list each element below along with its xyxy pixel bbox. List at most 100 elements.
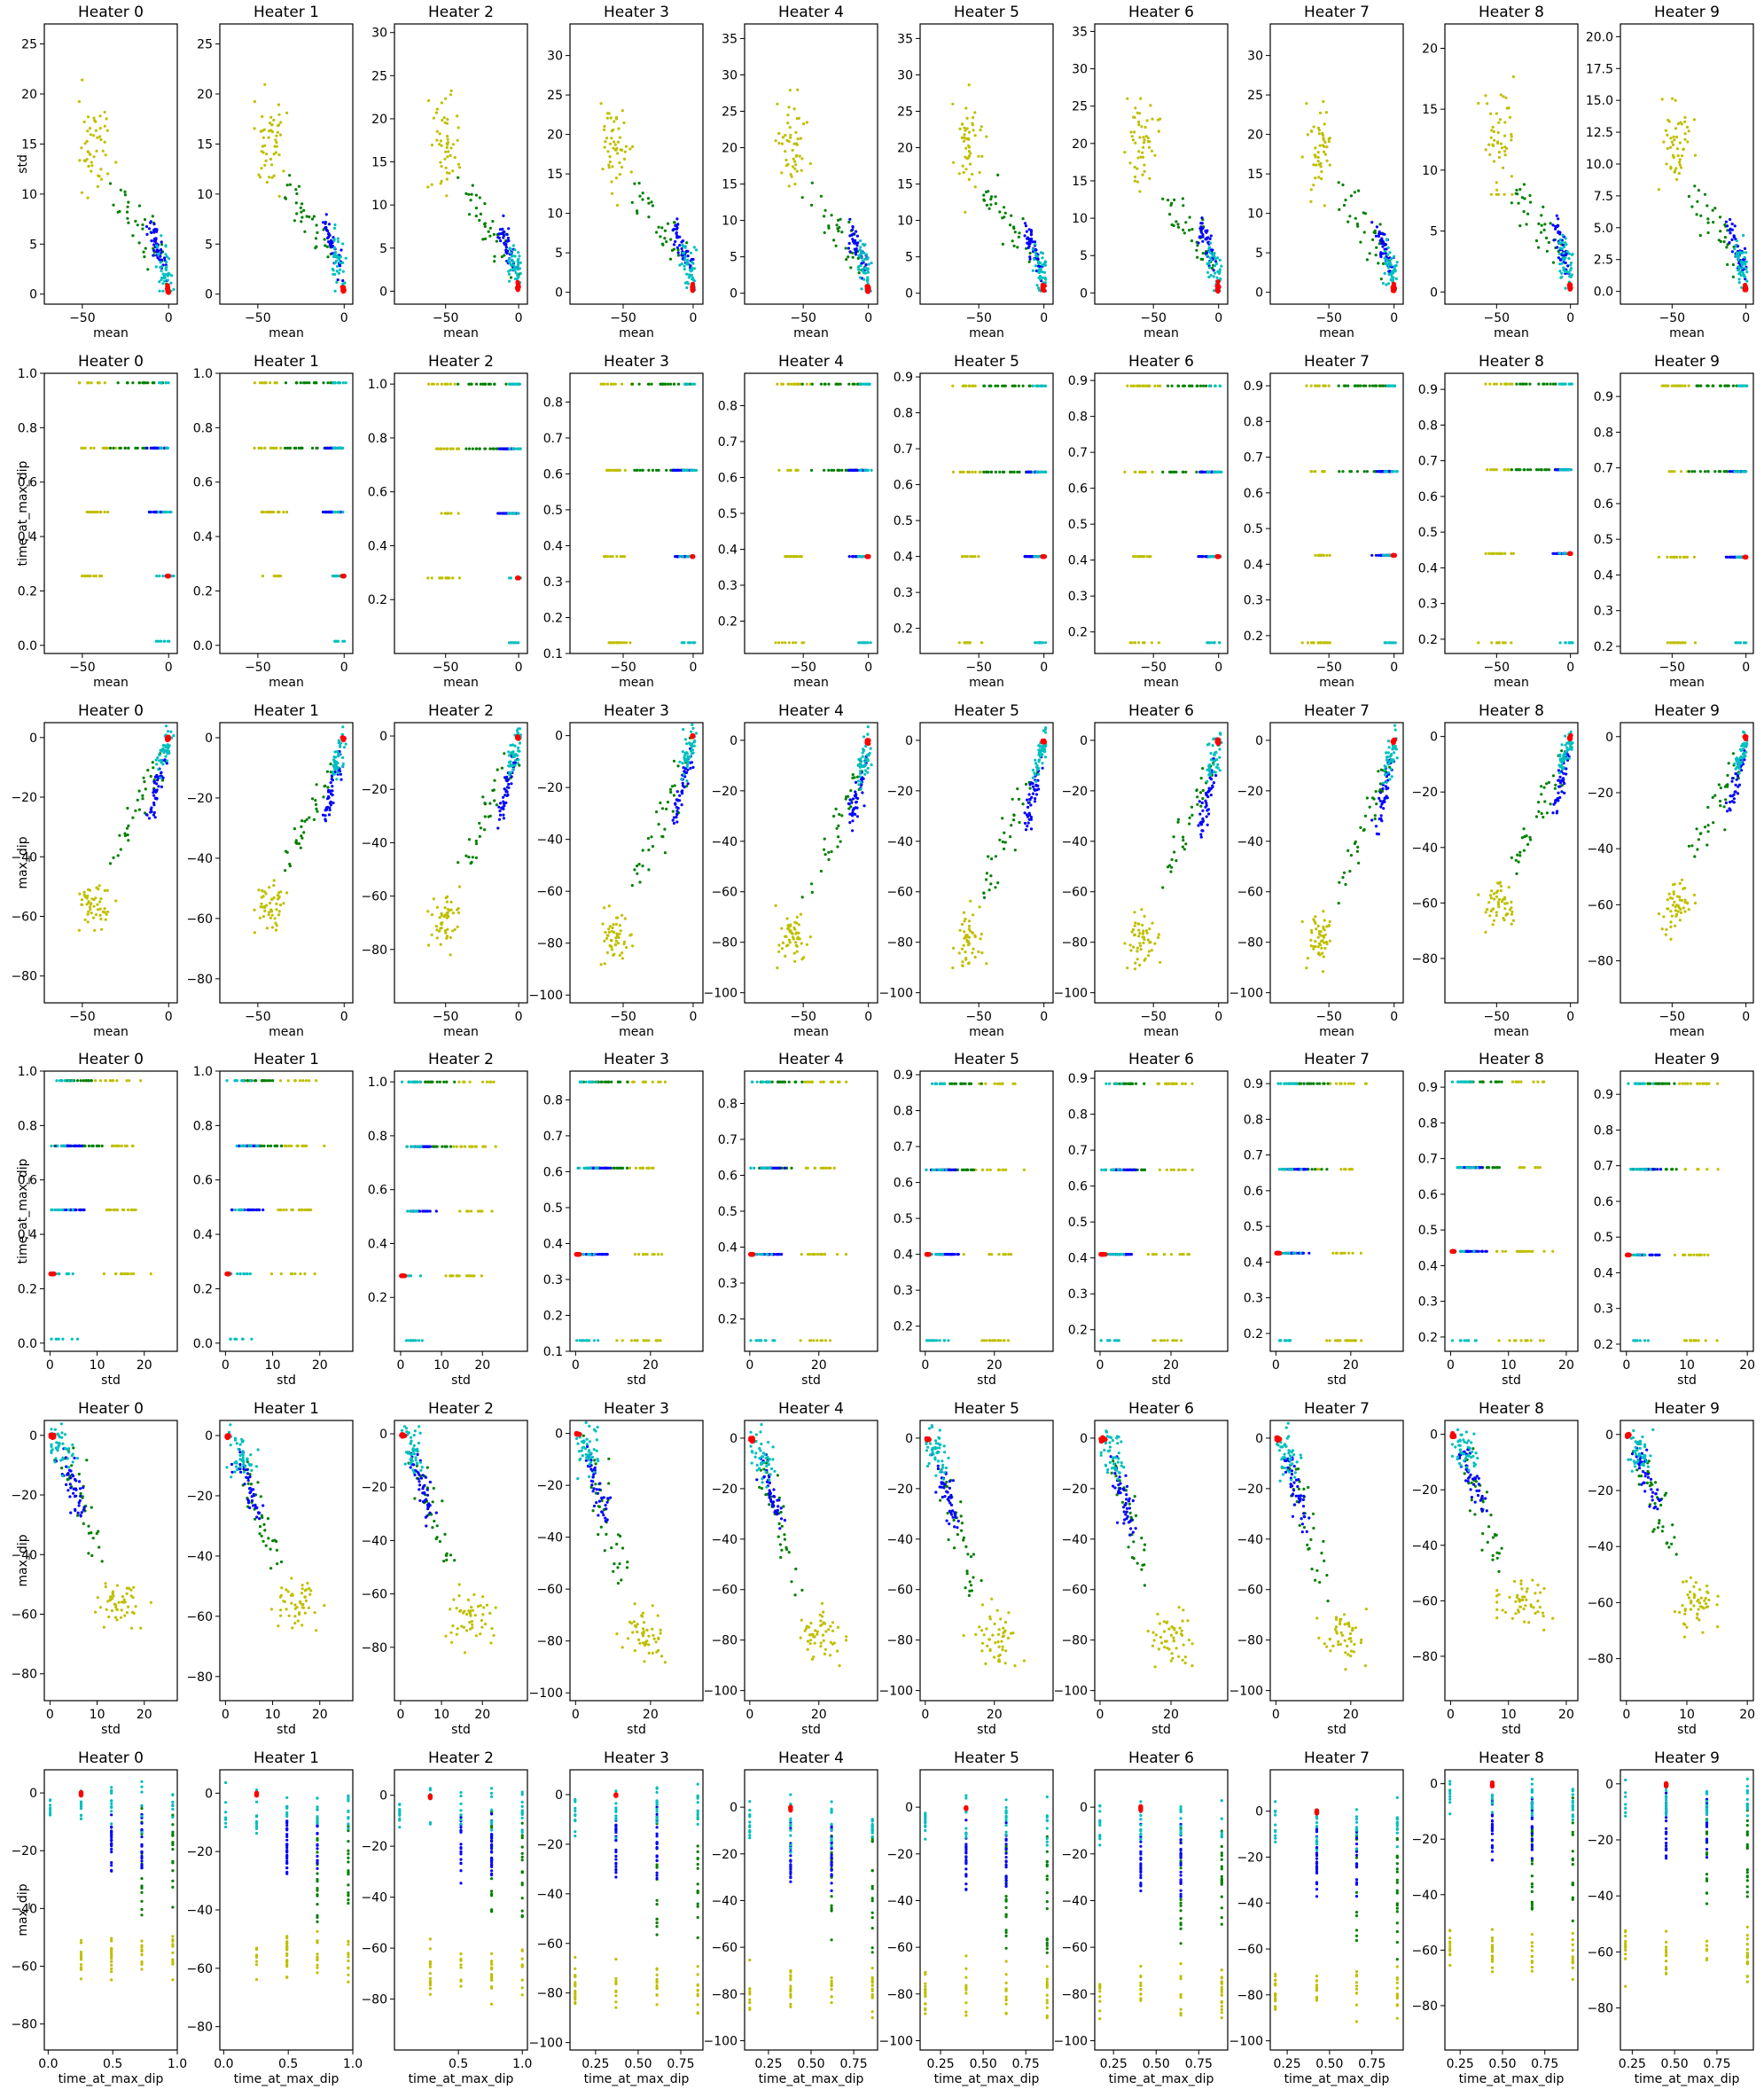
point-yellow <box>446 135 449 138</box>
point-yellow <box>1305 102 1308 106</box>
point-green <box>1690 205 1694 208</box>
point-yellow <box>449 382 452 386</box>
y-tick-label: 15 <box>1072 175 1088 189</box>
point-yellow <box>438 929 441 933</box>
point-yellow <box>441 921 444 925</box>
axes-frame <box>1094 372 1229 654</box>
point-yellow <box>275 924 278 927</box>
point-green <box>1549 382 1552 386</box>
point-yellow <box>1327 140 1331 144</box>
point-green <box>1528 382 1532 386</box>
point-yellow <box>1668 641 1673 645</box>
point-yellow <box>99 168 103 171</box>
point-yellow <box>607 930 611 934</box>
point-yellow <box>103 510 106 514</box>
point-cyan <box>1387 553 1391 557</box>
point-cyan <box>1567 256 1571 261</box>
panel-title: Heater 7 <box>1304 4 1370 21</box>
point-yellow <box>794 142 799 145</box>
point-cyan <box>1206 270 1210 274</box>
point-cyan <box>1740 286 1744 289</box>
point-green <box>1722 240 1726 244</box>
point-cyan <box>1386 263 1390 267</box>
point-yellow <box>427 943 431 947</box>
point-green <box>1542 228 1546 231</box>
point-blue <box>147 227 151 231</box>
point-green <box>492 447 496 450</box>
point-yellow <box>269 908 273 912</box>
y-tick-label: 30 <box>1247 50 1263 64</box>
point-green <box>1687 194 1690 199</box>
point-green <box>647 382 651 386</box>
point-green <box>314 802 318 807</box>
point-yellow <box>1136 180 1139 184</box>
point-green <box>810 181 814 184</box>
point-yellow <box>784 133 787 137</box>
x-tick-label: −50 <box>1659 311 1686 325</box>
point-blue <box>675 555 679 559</box>
point-cyan <box>509 269 512 272</box>
y-tick-label: 0.3 <box>543 575 563 590</box>
point-blue <box>681 239 685 243</box>
axes-frame <box>1444 23 1579 305</box>
point-cyan <box>1735 641 1738 645</box>
point-yellow <box>1683 132 1687 136</box>
point-green <box>1523 197 1526 200</box>
point-yellow <box>965 127 969 130</box>
y-tick-label: 0 <box>379 730 387 744</box>
point-yellow <box>1499 382 1503 386</box>
y-tick-label: −20 <box>361 783 387 797</box>
point-cyan <box>517 758 520 762</box>
point-green <box>125 826 129 830</box>
x-axis-label: mean <box>443 676 479 690</box>
point-cyan <box>154 265 158 269</box>
point-blue <box>498 447 503 450</box>
point-yellow <box>1675 555 1679 559</box>
point-cyan <box>1741 470 1744 473</box>
point-green <box>144 381 147 385</box>
point-blue <box>163 759 167 763</box>
point-cyan <box>686 258 690 262</box>
point-blue <box>674 239 677 244</box>
point-cyan <box>511 268 515 271</box>
point-yellow <box>607 166 611 169</box>
point-blue <box>498 810 502 813</box>
point-cyan <box>860 287 863 291</box>
point-green <box>478 834 481 839</box>
x-axis-label: mean <box>93 1025 129 1039</box>
point-yellow <box>82 159 86 162</box>
point-cyan <box>511 261 516 264</box>
point-green <box>112 446 115 450</box>
point-yellow <box>1133 641 1136 645</box>
point-cyan <box>1558 270 1562 273</box>
point-yellow <box>78 892 82 896</box>
point-yellow <box>621 109 624 113</box>
point-cyan <box>333 755 337 759</box>
point-blue <box>675 820 679 824</box>
point-blue <box>1198 555 1201 559</box>
point-yellow <box>1327 641 1331 645</box>
point-cyan <box>861 269 864 272</box>
point-green <box>849 266 853 270</box>
point-yellow <box>439 182 442 185</box>
point-blue <box>1026 470 1029 474</box>
point-yellow <box>1685 125 1690 129</box>
point-green <box>137 381 141 385</box>
point-yellow <box>276 894 279 897</box>
point-green <box>308 215 311 219</box>
point-cyan <box>1734 244 1737 247</box>
point-cyan <box>1384 249 1387 253</box>
point-green <box>851 255 855 259</box>
point-yellow <box>1490 129 1494 132</box>
point-blue <box>338 263 341 267</box>
point-green <box>669 238 673 241</box>
point-blue <box>153 816 157 819</box>
point-yellow <box>777 468 781 473</box>
point-yellow <box>438 447 441 450</box>
point-yellow <box>1678 160 1682 164</box>
point-blue <box>496 236 500 239</box>
x-tick-label: −50 <box>790 661 816 675</box>
point-cyan <box>516 382 519 386</box>
